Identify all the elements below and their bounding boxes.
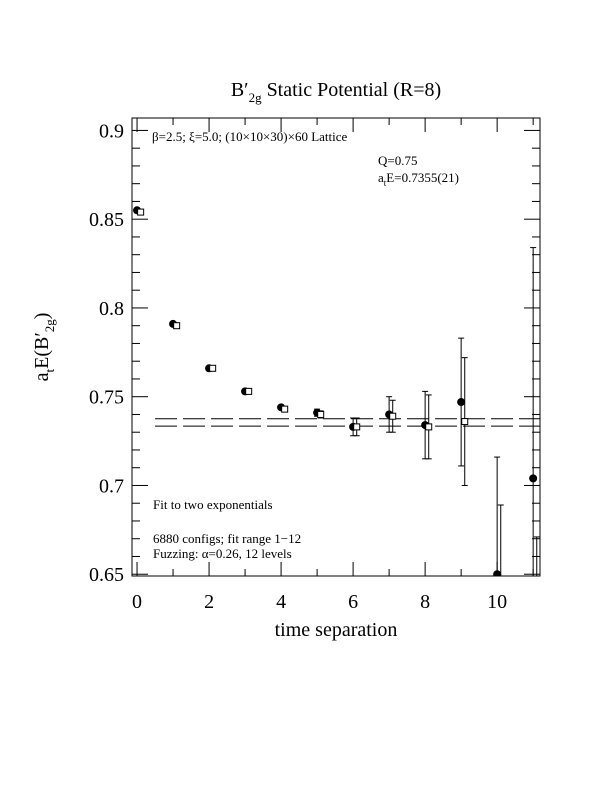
x-axis-label: time separation	[275, 619, 398, 641]
y-axis-label: atE(B′2g)	[31, 313, 57, 382]
y-tick-label: 0.9	[99, 120, 124, 142]
x-tick-label: 10	[487, 591, 507, 613]
y-label-sub: t	[42, 369, 57, 373]
annotation: Q=0.75	[378, 153, 417, 168]
data-point	[353, 423, 361, 431]
data-point	[245, 387, 253, 395]
x-tick-label: 4	[276, 591, 286, 613]
y-label-a: a	[31, 372, 53, 381]
data-point	[389, 412, 397, 420]
annotation-a: a	[378, 170, 384, 185]
data-point	[461, 418, 469, 426]
annotation: Fit to two exponentials	[153, 497, 273, 512]
chart-title: B′2g Static Potential (R=8)	[231, 79, 441, 105]
data-point	[498, 624, 504, 630]
data-point	[137, 208, 145, 216]
x-tick-label: 6	[348, 591, 358, 613]
data-point	[425, 423, 433, 431]
title-rest: Static Potential (R=8)	[262, 79, 442, 101]
y-label-mid: E(B′	[31, 332, 53, 369]
data-point	[209, 364, 217, 372]
data-point	[457, 398, 466, 407]
title-sub: 2g	[249, 90, 263, 105]
title-main: B′	[231, 79, 249, 101]
annotation: atE=0.7355(21)	[378, 170, 459, 188]
x-tick-label: 8	[420, 591, 430, 613]
x-tick-label: 2	[204, 591, 214, 613]
plot-frame	[131, 117, 541, 577]
y-label-sub: 2g	[42, 319, 57, 333]
plot-area	[133, 206, 540, 630]
y-label-end: )	[31, 313, 53, 320]
annotation-rest: E=0.7355(21)	[386, 170, 459, 185]
data-point	[173, 322, 181, 330]
data-point	[317, 410, 325, 418]
x-tick-label: 0	[132, 591, 142, 613]
y-tick-label: 0.75	[89, 387, 124, 409]
annotation: 6880 configs; fit range 1−12	[153, 531, 301, 546]
data-point	[534, 589, 540, 595]
y-tick-label: 0.8	[99, 298, 124, 320]
y-tick-label: 0.7	[99, 475, 124, 497]
y-tick-label: 0.65	[89, 564, 124, 586]
data-point	[529, 474, 538, 483]
annotation: β=2.5; ξ=5.0; (10×10×30)×60 Lattice	[152, 129, 348, 144]
annotation-sub: t	[384, 178, 387, 188]
y-tick-label: 0.85	[89, 209, 124, 231]
annotation: Fuzzing: α=0.26, 12 levels	[153, 546, 292, 561]
data-point	[281, 405, 289, 413]
